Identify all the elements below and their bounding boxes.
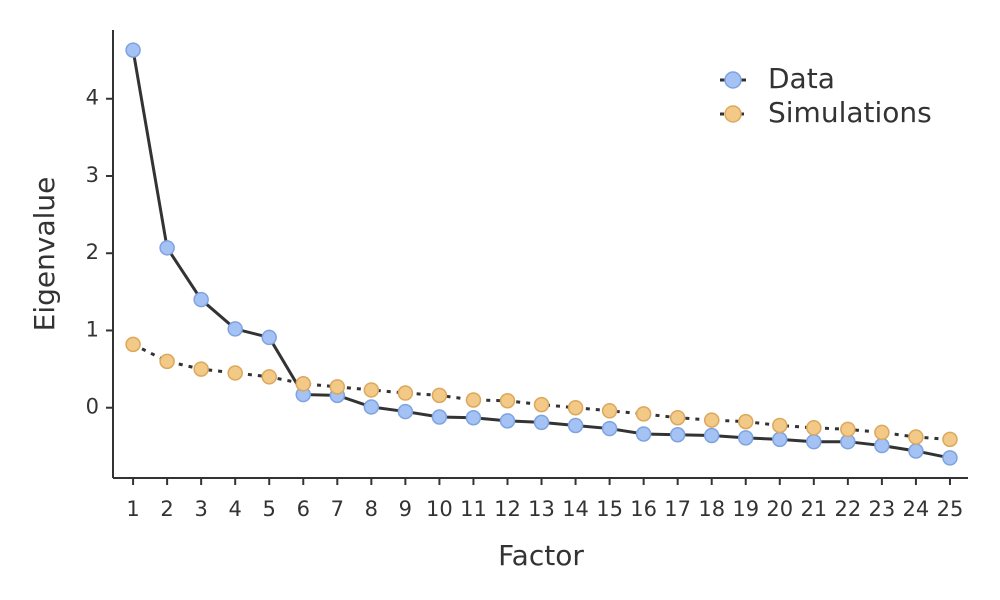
- point: [703, 412, 720, 428]
- point: [125, 42, 141, 58]
- point: [669, 410, 686, 426]
- point: [806, 433, 822, 450]
- point: [942, 450, 958, 466]
- x-tick-label: 14: [562, 497, 589, 521]
- point: [295, 376, 312, 392]
- x-tick-label: 16: [630, 497, 657, 521]
- point: [703, 427, 720, 444]
- x-tick-label: 24: [903, 497, 930, 521]
- x-tick-label: 12: [494, 497, 521, 521]
- point: [533, 414, 550, 431]
- point: [125, 336, 141, 353]
- x-tick-label: 25: [937, 497, 964, 521]
- point: [601, 403, 618, 419]
- point: [635, 406, 652, 422]
- x-tick-label: 22: [834, 497, 861, 521]
- y-tick-label: 3: [86, 163, 99, 187]
- x-tick-label: 10: [426, 497, 453, 521]
- point: [567, 417, 584, 434]
- point: [499, 413, 516, 429]
- x-tick-label: 2: [160, 497, 173, 521]
- point: [772, 431, 788, 448]
- point: [533, 396, 550, 413]
- x-tick-label: 18: [698, 497, 725, 521]
- point: [908, 429, 924, 445]
- point: [159, 353, 175, 370]
- point: [227, 365, 243, 381]
- x-tick-label: 20: [766, 497, 793, 521]
- y-tick-label: 0: [86, 395, 99, 419]
- point: [193, 361, 209, 377]
- x-tick-label: 9: [399, 497, 412, 521]
- legend-marker: [724, 105, 742, 123]
- point: [737, 430, 754, 446]
- point: [465, 410, 482, 426]
- x-tick-label: 13: [528, 497, 555, 521]
- x-tick-label: 1: [126, 497, 139, 521]
- point: [363, 382, 380, 398]
- legend-label: Simulations: [768, 96, 932, 129]
- point: [431, 387, 448, 404]
- x-tick-label: 3: [194, 497, 207, 521]
- point: [772, 417, 788, 434]
- x-tick-label: 5: [263, 497, 276, 521]
- point: [669, 426, 686, 443]
- point: [159, 240, 175, 256]
- point: [874, 424, 890, 441]
- point: [601, 420, 618, 437]
- point: [806, 420, 822, 436]
- point: [227, 321, 243, 337]
- y-tick-label: 2: [86, 240, 99, 264]
- point: [193, 291, 209, 308]
- x-tick-label: 11: [460, 497, 487, 521]
- point: [874, 437, 890, 454]
- x-tick-label: 19: [732, 497, 759, 521]
- x-tick-label: 15: [596, 497, 623, 521]
- point: [261, 329, 277, 346]
- y-axis-label: Eigenvalue: [28, 177, 61, 332]
- y-tick-label: 4: [86, 86, 99, 110]
- point: [737, 413, 754, 430]
- point: [363, 399, 380, 415]
- point: [261, 369, 277, 385]
- point: [465, 392, 482, 408]
- x-axis-label: Factor: [498, 539, 584, 572]
- x-tick-label: 17: [664, 497, 691, 521]
- x-tick-label: 6: [297, 497, 310, 521]
- point: [635, 426, 652, 442]
- x-tick-label: 4: [229, 497, 242, 521]
- point: [567, 399, 584, 416]
- point: [908, 443, 924, 459]
- point: [499, 393, 516, 409]
- point: [397, 385, 414, 401]
- legend-label: Data: [768, 62, 835, 95]
- point: [840, 421, 856, 438]
- legend-marker: [724, 71, 742, 89]
- x-tick-label: 21: [800, 497, 827, 521]
- point: [329, 379, 346, 395]
- point: [431, 409, 448, 425]
- y-tick-label: 1: [86, 317, 99, 341]
- point: [397, 403, 414, 420]
- x-tick-label: 7: [331, 497, 344, 521]
- x-tick-label: 8: [365, 497, 378, 521]
- point: [942, 431, 958, 448]
- x-tick-label: 23: [869, 497, 896, 521]
